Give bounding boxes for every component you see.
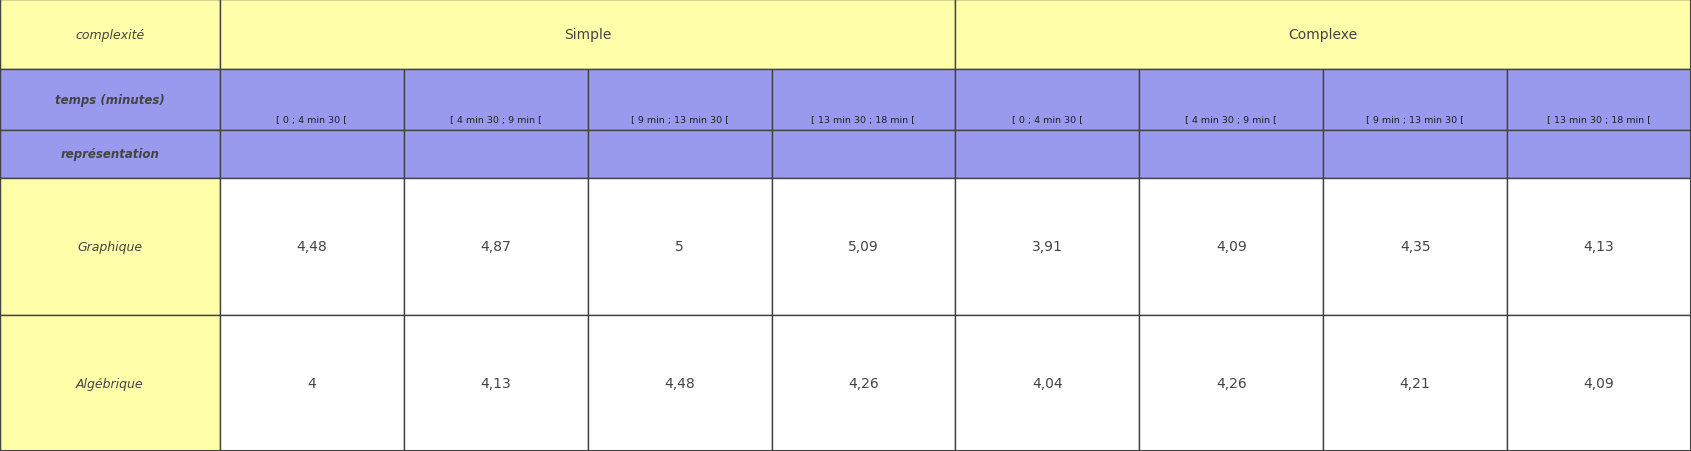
Text: temps (minutes): temps (minutes) (56, 94, 164, 107)
Text: complexité: complexité (76, 28, 144, 41)
Bar (1507, 178, 1691, 316)
Bar (955, 0, 1691, 70)
Bar (0, 0, 220, 70)
Text: 3,91: 3,91 (1032, 240, 1064, 254)
Text: représentation: représentation (61, 148, 159, 161)
Text: 4,09: 4,09 (1584, 377, 1615, 390)
Text: [ 9 min ; 13 min 30 [: [ 9 min ; 13 min 30 [ (631, 115, 729, 124)
Text: [ 0 ; 4 min 30 [: [ 0 ; 4 min 30 [ (1011, 115, 1082, 124)
Bar (955, 70, 1140, 131)
Text: [ 13 min 30 ; 18 min [: [ 13 min 30 ; 18 min [ (1547, 115, 1650, 124)
Bar (404, 316, 588, 451)
Bar (955, 316, 1140, 451)
Text: 4,87: 4,87 (480, 240, 511, 254)
Bar (404, 70, 588, 131)
Bar (1324, 131, 1507, 178)
Bar (588, 316, 771, 451)
Text: 4,13: 4,13 (1584, 240, 1615, 254)
Bar (1324, 316, 1507, 451)
Bar (771, 316, 955, 451)
Bar (1507, 70, 1691, 131)
Bar (220, 316, 404, 451)
Bar (771, 131, 955, 178)
Text: Complexe: Complexe (1289, 28, 1358, 42)
Bar (0, 131, 220, 178)
Bar (1140, 131, 1324, 178)
Text: 5: 5 (675, 240, 683, 254)
Bar (1324, 70, 1507, 131)
Text: [ 0 ; 4 min 30 [: [ 0 ; 4 min 30 [ (276, 115, 347, 124)
Bar (771, 178, 955, 316)
Text: 4: 4 (308, 377, 316, 390)
Bar (1507, 316, 1691, 451)
Text: Graphique: Graphique (78, 240, 142, 253)
Bar (220, 0, 955, 70)
Text: 5,09: 5,09 (849, 240, 879, 254)
Text: 4,13: 4,13 (480, 377, 511, 390)
Bar (404, 131, 588, 178)
Bar (0, 178, 220, 316)
Text: 4,04: 4,04 (1032, 377, 1062, 390)
Text: 4,26: 4,26 (849, 377, 879, 390)
Bar (220, 178, 404, 316)
Bar (955, 131, 1140, 178)
Bar (1324, 178, 1507, 316)
Bar (220, 131, 404, 178)
Bar (588, 131, 771, 178)
Bar (220, 70, 404, 131)
Bar (1140, 70, 1324, 131)
Text: Simple: Simple (563, 28, 612, 42)
Text: 4,48: 4,48 (665, 377, 695, 390)
Bar (1140, 178, 1324, 316)
Text: 4,21: 4,21 (1400, 377, 1431, 390)
Text: 4,26: 4,26 (1216, 377, 1246, 390)
Text: 4,35: 4,35 (1400, 240, 1431, 254)
Text: 4,48: 4,48 (296, 240, 326, 254)
Bar (588, 70, 771, 131)
Bar (1507, 131, 1691, 178)
Bar (1140, 316, 1324, 451)
Text: [ 13 min 30 ; 18 min [: [ 13 min 30 ; 18 min [ (812, 115, 915, 124)
Bar (588, 178, 771, 316)
Bar (771, 70, 955, 131)
Text: Algébrique: Algébrique (76, 377, 144, 390)
Bar (0, 70, 220, 131)
Bar (955, 178, 1140, 316)
Bar (404, 178, 588, 316)
Bar (0, 316, 220, 451)
Text: 4,09: 4,09 (1216, 240, 1246, 254)
Text: [ 9 min ; 13 min 30 [: [ 9 min ; 13 min 30 [ (1366, 115, 1464, 124)
Text: [ 4 min 30 ; 9 min [: [ 4 min 30 ; 9 min [ (1185, 115, 1277, 124)
Text: [ 4 min 30 ; 9 min [: [ 4 min 30 ; 9 min [ (450, 115, 541, 124)
